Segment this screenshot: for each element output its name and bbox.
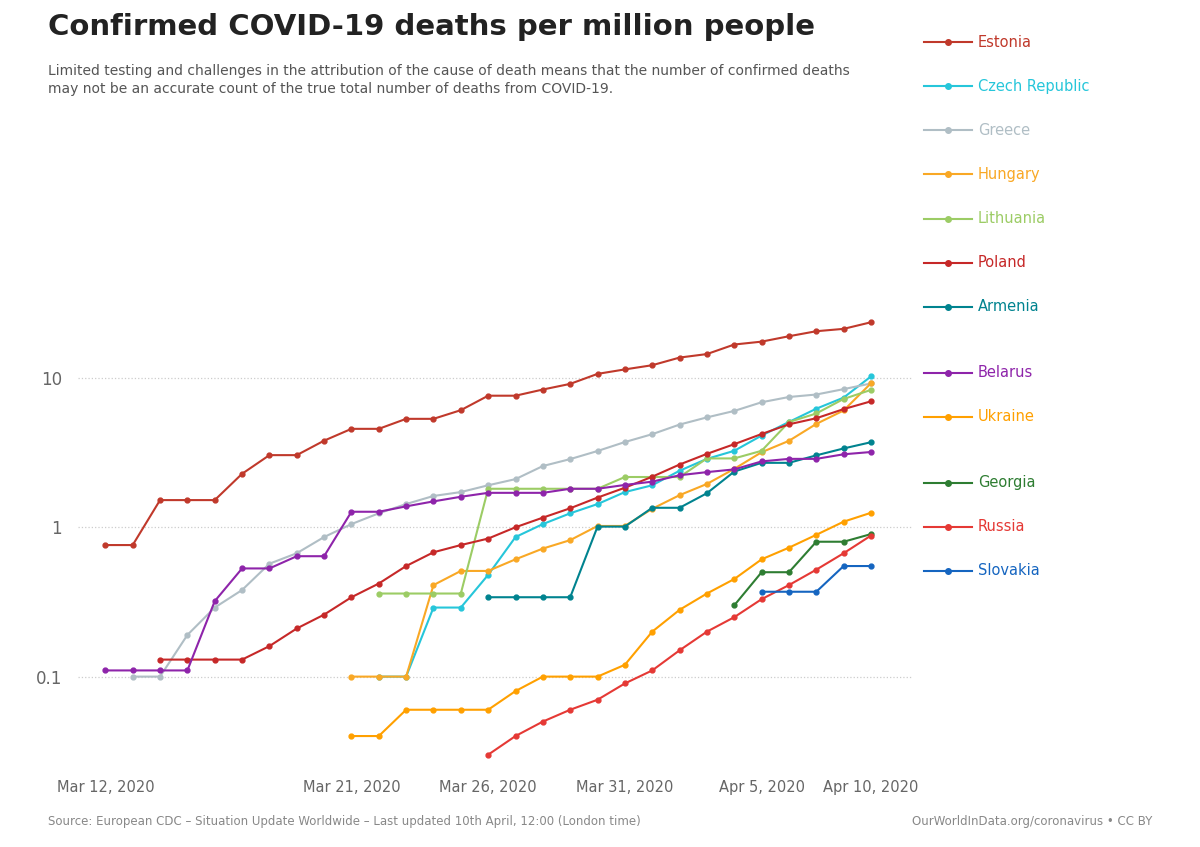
Text: Source: European CDC – Situation Update Worldwide – Last updated 10th April, 12:: Source: European CDC – Situation Update … — [48, 816, 641, 828]
Text: Limited testing and challenges in the attribution of the cause of death means th: Limited testing and challenges in the at… — [48, 64, 850, 97]
Text: Georgia: Georgia — [978, 475, 1036, 490]
Text: Slovakia: Slovakia — [978, 563, 1039, 579]
Text: Greece: Greece — [978, 123, 1030, 138]
Text: Confirmed COVID-19 deaths per million people: Confirmed COVID-19 deaths per million pe… — [48, 13, 815, 41]
Text: Estonia: Estonia — [978, 35, 1032, 50]
Text: Belarus: Belarus — [978, 365, 1033, 380]
Text: Czech Republic: Czech Republic — [978, 79, 1090, 94]
Text: Poland: Poland — [978, 255, 1027, 270]
Text: Hungary: Hungary — [978, 167, 1040, 182]
Text: OurWorldInData.org/coronavirus • CC BY: OurWorldInData.org/coronavirus • CC BY — [912, 816, 1152, 828]
Text: Armenia: Armenia — [978, 299, 1039, 314]
Text: Lithuania: Lithuania — [978, 211, 1046, 226]
Text: Russia: Russia — [978, 519, 1026, 534]
Text: Our World
in Data: Our World in Data — [1072, 36, 1152, 66]
Text: Ukraine: Ukraine — [978, 409, 1034, 424]
